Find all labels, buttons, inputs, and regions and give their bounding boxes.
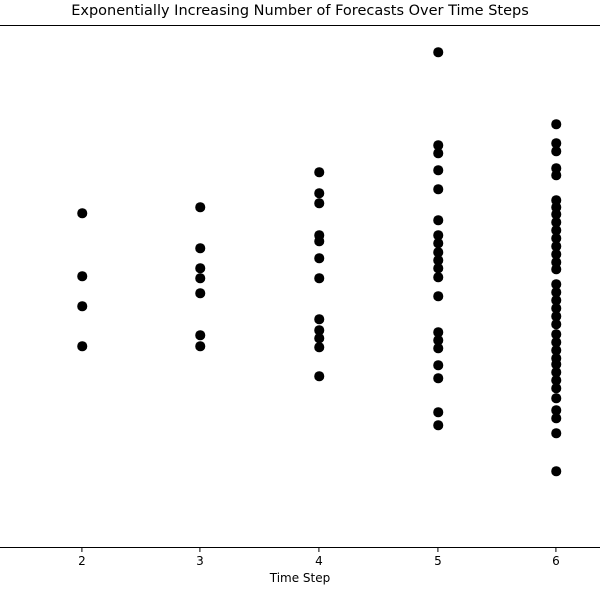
data-point	[551, 287, 561, 297]
data-point	[551, 202, 561, 212]
data-point	[433, 373, 443, 383]
data-point	[433, 291, 443, 301]
data-point	[551, 295, 561, 305]
data-point	[551, 170, 561, 180]
data-point	[551, 303, 561, 313]
x-tick-mark	[437, 548, 439, 552]
data-point	[551, 249, 561, 259]
data-point	[195, 273, 205, 283]
data-point	[195, 341, 205, 351]
data-point	[551, 337, 561, 347]
data-point	[551, 413, 561, 423]
data-point	[551, 428, 561, 438]
data-point	[433, 327, 443, 337]
data-point	[551, 209, 561, 219]
data-point	[551, 466, 561, 476]
data-point	[314, 325, 324, 335]
data-point	[551, 146, 561, 156]
x-tick-label: 4	[315, 554, 323, 568]
x-axis-line	[0, 547, 600, 548]
chart-title: Exponentially Increasing Number of Forec…	[71, 3, 529, 19]
top-spine	[0, 25, 600, 26]
data-point	[551, 241, 561, 251]
data-point	[314, 188, 324, 198]
data-point	[551, 225, 561, 235]
data-point	[551, 375, 561, 385]
data-point	[551, 163, 561, 173]
data-point	[433, 47, 443, 57]
data-point	[77, 208, 87, 218]
data-point	[314, 230, 324, 240]
data-point	[314, 273, 324, 283]
data-point	[551, 311, 561, 321]
data-point	[551, 264, 561, 274]
data-point	[433, 247, 443, 257]
data-point	[551, 359, 561, 369]
data-point	[433, 230, 443, 240]
data-point	[551, 329, 561, 339]
data-point	[433, 184, 443, 194]
data-point	[551, 233, 561, 243]
data-point	[433, 272, 443, 282]
data-point	[195, 202, 205, 212]
data-point	[195, 330, 205, 340]
data-point	[433, 263, 443, 273]
x-tick-mark	[318, 548, 320, 552]
data-point	[433, 360, 443, 370]
data-point	[433, 148, 443, 158]
data-point	[314, 342, 324, 352]
x-tick-mark	[555, 548, 557, 552]
data-point	[433, 343, 443, 353]
data-point	[551, 393, 561, 403]
x-tick-label: 5	[434, 554, 442, 568]
data-point	[551, 367, 561, 377]
data-point	[551, 345, 561, 355]
data-point	[551, 353, 561, 363]
data-point	[314, 253, 324, 263]
data-point	[551, 383, 561, 393]
data-point	[433, 420, 443, 430]
x-tick-label: 6	[552, 554, 560, 568]
data-point	[551, 319, 561, 329]
data-point	[195, 288, 205, 298]
data-point	[314, 167, 324, 177]
data-point	[433, 165, 443, 175]
data-point	[77, 271, 87, 281]
data-point	[314, 198, 324, 208]
data-point	[433, 238, 443, 248]
data-point	[433, 255, 443, 265]
data-point	[433, 335, 443, 345]
data-point	[433, 407, 443, 417]
x-tick-label: 3	[196, 554, 204, 568]
data-point	[551, 119, 561, 129]
data-point	[551, 257, 561, 267]
x-axis-label: Time Step	[269, 571, 331, 585]
data-point	[551, 405, 561, 415]
data-point	[314, 371, 324, 381]
data-point	[551, 217, 561, 227]
data-point	[433, 140, 443, 150]
data-point	[551, 138, 561, 148]
data-point	[314, 236, 324, 246]
x-tick-label: 2	[78, 554, 86, 568]
data-point	[314, 333, 324, 343]
data-point	[77, 301, 87, 311]
data-point	[77, 341, 87, 351]
data-point	[195, 243, 205, 253]
data-point	[314, 314, 324, 324]
x-tick-mark	[199, 548, 201, 552]
data-point	[433, 215, 443, 225]
data-point	[195, 263, 205, 273]
plot-area	[0, 25, 600, 547]
x-tick-mark	[81, 548, 83, 552]
data-point	[551, 279, 561, 289]
data-point	[551, 195, 561, 205]
